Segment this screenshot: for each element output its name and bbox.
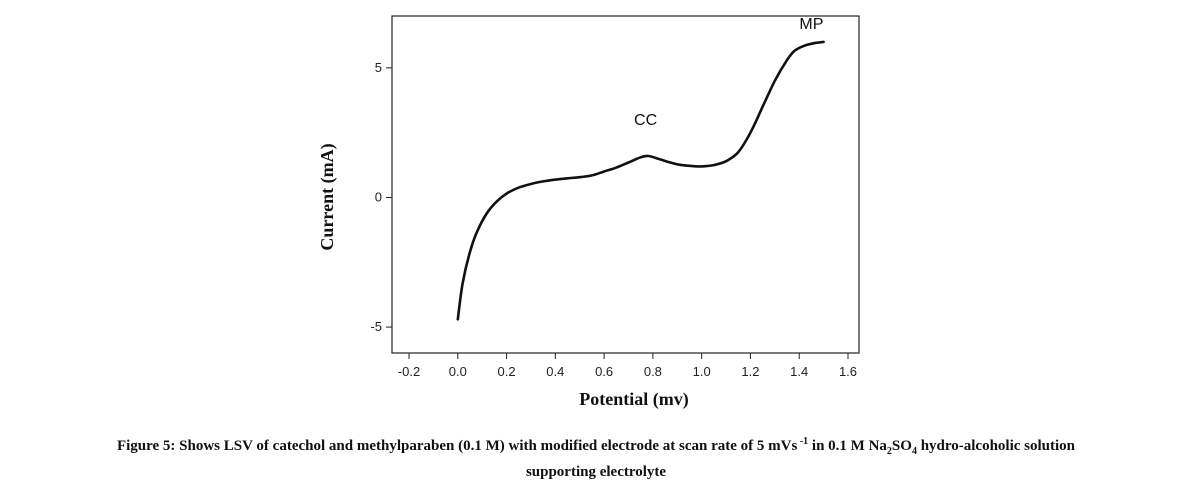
x-tick-label: 0.6	[595, 364, 613, 379]
y-tick-label: -5	[370, 319, 382, 334]
x-tick-label: 1.0	[693, 364, 711, 379]
lsv-curve	[456, 40, 825, 321]
y-tick-label: 5	[375, 60, 382, 75]
tick-group: -0.2 0.0 0.2 0.4 0.6 0.8 1.0 1.2 1.4 1.6 -5 0 5	[370, 60, 857, 379]
x-tick-label: 1.2	[741, 364, 759, 379]
x-tick-label: 1.6	[839, 364, 857, 379]
x-tick-label: 1.4	[790, 364, 808, 379]
caption-line-2: supporting electrolyte	[525, 464, 667, 480]
peak-label-cc: CC	[634, 112, 657, 129]
annotation-group: CC MP	[634, 16, 823, 129]
figure-caption: Figure 5: Shows LSV of catechol and meth…	[0, 432, 1192, 482]
plot-frame	[391, 15, 860, 354]
x-axis-title: Potential (mv)	[579, 389, 688, 410]
caption-line-1: Figure 5: Shows LSV of catechol and meth…	[116, 436, 1076, 457]
lsv-chart: -0.2 0.0 0.2 0.4 0.6 0.8 1.0 1.2 1.4 1.6 -5 0 5 CC MP…	[317, 15, 860, 410]
x-tick-label: 0.0	[449, 364, 467, 379]
y-tick-label: 0	[375, 189, 382, 204]
x-tick-label: -0.2	[398, 364, 420, 379]
x-tick-label: 0.4	[546, 364, 564, 379]
x-tick-label: 0.8	[644, 364, 662, 379]
y-axis-title: Current (mA)	[317, 143, 338, 250]
peak-label-mp: MP	[799, 16, 823, 33]
x-tick-label: 0.2	[498, 364, 516, 379]
